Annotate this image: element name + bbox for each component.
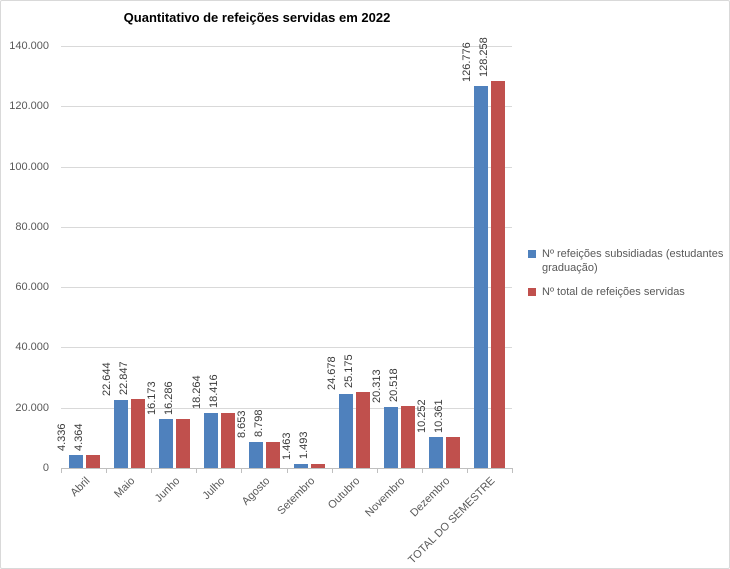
bar-subsidiadas xyxy=(429,437,443,468)
bar-value-label: 128.258 xyxy=(478,37,490,78)
bar-total xyxy=(221,412,235,468)
x-axis-line xyxy=(61,468,513,469)
x-axis-tick xyxy=(287,469,288,473)
bar-subsidiadas xyxy=(339,393,353,468)
gridline xyxy=(61,347,512,348)
bar-value-label: 16.286 xyxy=(163,381,175,415)
x-axis-tick xyxy=(377,469,378,473)
x-axis-tick xyxy=(196,469,197,473)
bar-value-label: 8.653 xyxy=(236,410,248,438)
bar-value-label: 1.463 xyxy=(281,432,293,460)
x-axis-tick xyxy=(151,469,152,473)
bar-value-label: 18.264 xyxy=(191,375,203,409)
bar-subsidiadas xyxy=(294,463,308,468)
y-tick-label: 60.000 xyxy=(15,281,49,293)
bar-subsidiadas xyxy=(69,454,83,468)
gridline xyxy=(61,106,512,107)
bar-total xyxy=(131,399,145,468)
legend-item-total: Nº total de refeições servidas xyxy=(528,285,726,299)
gridline xyxy=(61,227,512,228)
bar-total xyxy=(401,406,415,468)
bar-value-label: 18.416 xyxy=(208,374,220,409)
bar-value-label: 20.313 xyxy=(371,369,383,403)
x-axis-tick xyxy=(241,469,242,473)
bar-value-label: 20.518 xyxy=(388,368,400,403)
bar-subsidiadas xyxy=(204,412,218,468)
bar-total xyxy=(176,418,190,468)
y-tick-label: 20.000 xyxy=(15,402,49,414)
bar-value-label: 25.175 xyxy=(343,354,355,389)
bar-total xyxy=(446,436,460,468)
x-axis-tick xyxy=(106,469,107,473)
y-tick-label: 40.000 xyxy=(15,341,49,353)
y-tick-label: 80.000 xyxy=(15,221,49,233)
bar-value-label: 8.798 xyxy=(253,409,265,438)
bar-total xyxy=(266,441,280,468)
bar-value-label: 22.644 xyxy=(101,362,113,396)
gridline xyxy=(61,46,512,47)
y-tick-label: 140.000 xyxy=(9,40,49,52)
bar-value-label: 4.336 xyxy=(56,423,68,451)
bar-value-label: 16.173 xyxy=(146,381,158,416)
bar-value-label: 24.678 xyxy=(326,355,338,390)
bar-value-label: 10.252 xyxy=(416,399,428,434)
x-axis-tick xyxy=(422,469,423,473)
bar-subsidiadas xyxy=(474,85,488,468)
legend-label: Nº total de refeições servidas xyxy=(542,286,685,298)
y-tick-label: 100.000 xyxy=(9,161,49,173)
x-axis-tick xyxy=(332,469,333,473)
bar-total xyxy=(491,81,505,468)
gridline xyxy=(61,287,512,288)
bar-subsidiadas xyxy=(384,406,398,468)
legend-item-subsidiadas: Nº refeições subsidiadas (estudantes gra… xyxy=(528,247,726,275)
bar-subsidiadas xyxy=(249,441,263,468)
legend: Nº refeições subsidiadas (estudantes gra… xyxy=(528,247,726,309)
chart-title: Quantitativo de refeições servidas em 20… xyxy=(123,10,391,25)
x-axis-tick xyxy=(467,469,468,473)
legend-swatch-blue-icon xyxy=(528,250,536,258)
bar-value-label: 4.364 xyxy=(73,423,85,451)
gridline xyxy=(61,167,512,168)
y-tick-label: 0 xyxy=(42,462,49,474)
bar-subsidiadas xyxy=(114,399,128,468)
gridline xyxy=(61,408,512,409)
bar-value-label: 10.361 xyxy=(433,399,445,433)
legend-swatch-red-icon xyxy=(528,288,536,296)
legend-label: Nº refeições subsidiadas (estudantes gra… xyxy=(542,248,724,274)
bar-total xyxy=(356,392,370,468)
bar-value-label: 22.847 xyxy=(118,361,130,396)
bar-value-label: 126.776 xyxy=(461,42,473,82)
x-tick-label: Abril xyxy=(68,475,93,500)
bar-subsidiadas xyxy=(159,419,173,468)
y-tick-label: 120.000 xyxy=(9,100,49,112)
x-axis-tick xyxy=(61,469,62,473)
bar-value-label: 1.493 xyxy=(298,431,310,460)
bar-total xyxy=(311,463,325,468)
x-axis-tick xyxy=(512,469,513,473)
bar-total xyxy=(86,454,100,468)
